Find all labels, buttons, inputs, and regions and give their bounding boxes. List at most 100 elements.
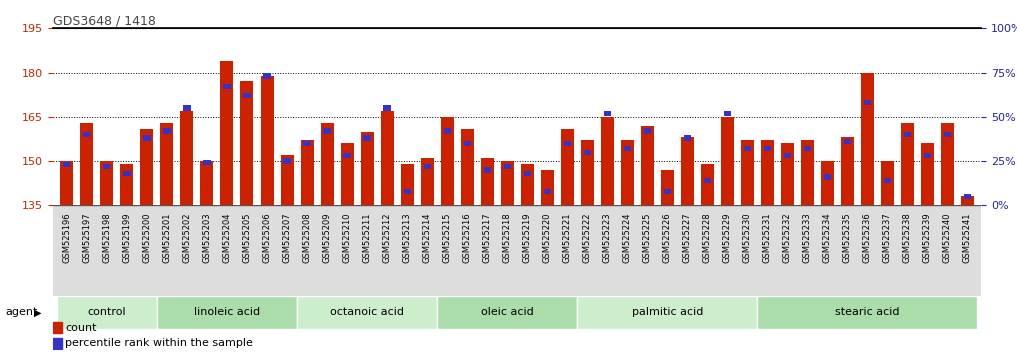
Bar xyxy=(224,84,231,90)
Bar xyxy=(104,164,111,169)
Bar xyxy=(860,73,874,205)
Bar xyxy=(781,143,794,205)
Bar xyxy=(961,196,974,205)
Bar xyxy=(303,141,310,146)
Text: GSM525218: GSM525218 xyxy=(502,212,512,263)
Text: GSM525197: GSM525197 xyxy=(82,212,92,263)
Bar xyxy=(578,296,758,329)
Text: ▶: ▶ xyxy=(34,307,41,318)
Bar xyxy=(740,141,754,205)
Text: GSM525209: GSM525209 xyxy=(322,212,332,263)
Bar xyxy=(83,132,91,137)
Bar xyxy=(123,171,130,176)
Bar xyxy=(263,73,271,79)
Bar xyxy=(743,146,751,152)
Bar xyxy=(761,141,774,205)
Bar xyxy=(57,296,157,329)
Text: agent: agent xyxy=(5,307,38,318)
Bar xyxy=(183,105,190,111)
Bar xyxy=(620,141,634,205)
Text: GSM525200: GSM525200 xyxy=(142,212,152,263)
Bar xyxy=(180,111,193,205)
Bar xyxy=(421,158,433,205)
Bar xyxy=(284,159,291,164)
Bar xyxy=(423,164,430,169)
Text: GSM525239: GSM525239 xyxy=(922,212,932,263)
Text: GSM525203: GSM525203 xyxy=(202,212,212,263)
Text: GSM525210: GSM525210 xyxy=(343,212,352,263)
Bar xyxy=(363,135,370,141)
Bar xyxy=(923,153,931,159)
Text: GSM525216: GSM525216 xyxy=(463,212,472,263)
Bar xyxy=(563,141,571,146)
Text: GSM525235: GSM525235 xyxy=(843,212,852,263)
Bar xyxy=(483,167,491,173)
Text: GSM525237: GSM525237 xyxy=(883,212,892,263)
Bar xyxy=(200,161,214,205)
Text: GSM525201: GSM525201 xyxy=(163,212,172,263)
Bar xyxy=(641,126,654,205)
Bar xyxy=(80,123,94,205)
Bar xyxy=(120,164,133,205)
Bar xyxy=(824,175,831,180)
Text: stearic acid: stearic acid xyxy=(835,307,900,318)
Bar xyxy=(53,322,62,333)
Bar xyxy=(461,129,474,205)
Bar xyxy=(784,153,791,159)
Text: GSM525205: GSM525205 xyxy=(242,212,251,263)
Bar xyxy=(464,141,471,146)
Text: GSM525220: GSM525220 xyxy=(543,212,551,263)
Bar xyxy=(901,123,914,205)
Text: oleic acid: oleic acid xyxy=(481,307,534,318)
Bar xyxy=(157,296,297,329)
Bar xyxy=(380,111,394,205)
Text: GSM525241: GSM525241 xyxy=(963,212,972,263)
Text: GSM525233: GSM525233 xyxy=(802,212,812,263)
Bar xyxy=(260,75,274,205)
Text: GSM525219: GSM525219 xyxy=(523,212,532,263)
Bar xyxy=(764,146,771,152)
Bar xyxy=(60,161,73,205)
Text: control: control xyxy=(87,307,126,318)
Bar xyxy=(721,117,734,205)
Bar xyxy=(601,117,613,205)
Bar xyxy=(800,141,814,205)
Text: GSM525204: GSM525204 xyxy=(223,212,232,263)
Text: GSM525199: GSM525199 xyxy=(122,212,131,263)
Text: GSM525234: GSM525234 xyxy=(823,212,832,263)
Bar xyxy=(661,170,673,205)
Text: GSM525229: GSM525229 xyxy=(723,212,732,263)
Bar xyxy=(281,155,294,205)
Text: GSM525223: GSM525223 xyxy=(603,212,611,263)
Bar xyxy=(500,161,514,205)
Text: GSM525240: GSM525240 xyxy=(943,212,952,263)
Bar xyxy=(941,123,954,205)
Bar xyxy=(584,150,591,155)
Bar xyxy=(53,338,62,349)
Bar xyxy=(944,132,951,137)
Text: GSM525231: GSM525231 xyxy=(763,212,772,263)
Text: palmitic acid: palmitic acid xyxy=(632,307,703,318)
Text: GSM525227: GSM525227 xyxy=(682,212,692,263)
Bar xyxy=(701,164,714,205)
Bar xyxy=(140,129,154,205)
Bar xyxy=(440,117,454,205)
Text: GSM525196: GSM525196 xyxy=(62,212,71,263)
Bar xyxy=(664,188,671,194)
Text: GSM525213: GSM525213 xyxy=(403,212,412,263)
Bar xyxy=(680,137,694,205)
Bar xyxy=(401,164,414,205)
Bar xyxy=(443,129,451,134)
Bar xyxy=(644,129,651,134)
Text: GSM525222: GSM525222 xyxy=(583,212,592,263)
Bar xyxy=(884,178,891,183)
Bar xyxy=(541,170,553,205)
Bar xyxy=(63,162,70,167)
Bar xyxy=(323,129,331,134)
Bar xyxy=(543,188,551,194)
Text: GSM525221: GSM525221 xyxy=(562,212,572,263)
Bar xyxy=(320,123,334,205)
Text: GSM525230: GSM525230 xyxy=(742,212,752,263)
Bar xyxy=(164,129,171,134)
Text: GSM525214: GSM525214 xyxy=(423,212,431,263)
